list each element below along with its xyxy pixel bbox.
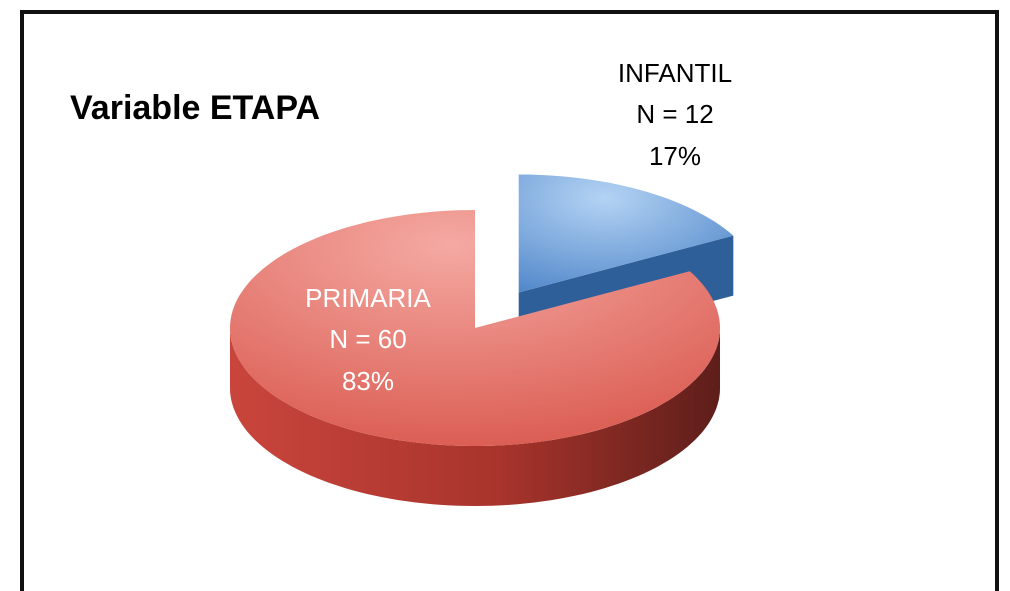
labels: INFANTIL N = 12 17% PRIMARIA N = 60 83% [305,58,732,396]
slice-count-label: N = 12 [636,99,713,129]
slice-top [518,174,734,293]
slice-top [230,210,720,446]
slice-category-label: PRIMARIA [305,283,431,313]
slice [230,210,720,506]
slice-value-label: 83% [342,366,394,396]
pie [230,174,734,506]
slice-count-label: N = 60 [329,324,406,354]
slice-side [230,328,720,506]
slice-value-label: 17% [649,141,701,171]
slice-category-label: INFANTIL [618,58,732,88]
chart-title: Variable ETAPA [70,89,320,127]
